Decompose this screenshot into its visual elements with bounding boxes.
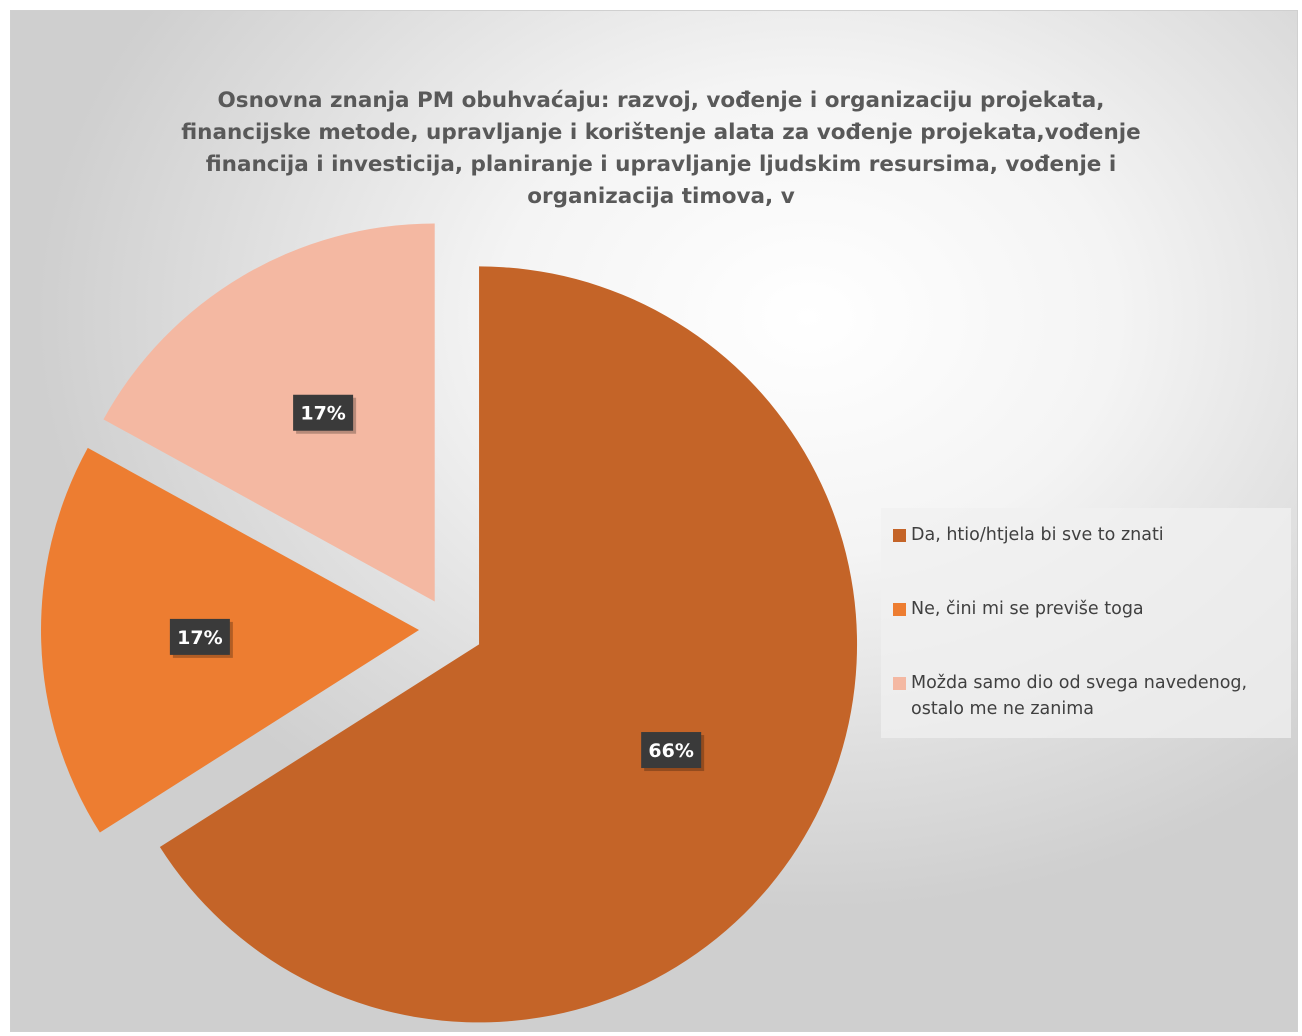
legend-label: Ne, čini mi se previše toga	[911, 599, 1144, 619]
legend: Da, htio/htjela bi sve to znati Ne, čini…	[881, 508, 1291, 738]
legend-label: Možda samo dio od svega navedenog, ostal…	[911, 673, 1248, 719]
legend-item: Da, htio/htjela bi sve to znati	[893, 522, 1291, 548]
data-label-text: 17%	[177, 627, 222, 649]
data-label-text: 66%	[648, 740, 693, 762]
legend-item: Možda samo dio od svega navedenog, ostal…	[893, 670, 1291, 722]
data-label: 17%	[169, 618, 233, 658]
chart-title: Osnovna znanja PM obuhvaćaju: razvoj, vo…	[181, 88, 1141, 209]
legend-label: Da, htio/htjela bi sve to znati	[911, 525, 1164, 545]
pie-slice	[41, 447, 420, 833]
legend-swatch	[893, 603, 906, 616]
pie-slice	[159, 266, 858, 1023]
pie-data-labels: 66% 17% 17%	[169, 394, 705, 772]
legend-swatch	[893, 677, 906, 690]
chart-area: Osnovna znanja PM obuhvaćaju: razvoj, vo…	[10, 10, 1298, 1032]
data-label: 66%	[641, 732, 705, 772]
data-label-text: 17%	[300, 403, 345, 425]
pie-slice	[103, 223, 435, 602]
legend-swatch	[893, 529, 906, 542]
pie-chart: 66% 17% 17%	[41, 223, 858, 1023]
pie-slices	[41, 223, 858, 1023]
legend-item: Ne, čini mi se previše toga	[893, 596, 1291, 622]
data-label: 17%	[293, 394, 357, 434]
